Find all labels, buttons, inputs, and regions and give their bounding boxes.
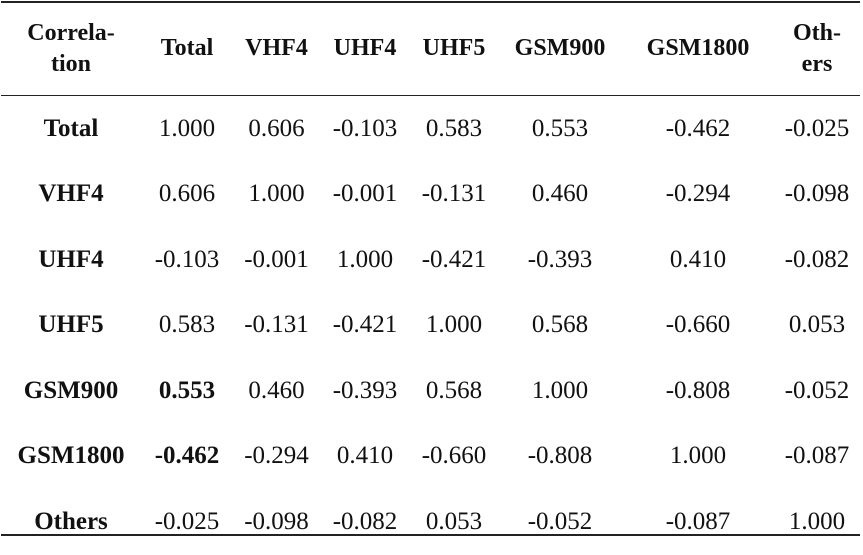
table-cell: 1.000 [425,311,483,339]
table-cell: -0.294 [244,442,309,470]
table-cell: -0.052 [527,507,593,535]
column-header: UHF5 [422,35,486,62]
table-cell: -0.294 [665,180,731,208]
table-cell: 0.053 [425,507,483,535]
table-header-row: Correla- tion Total VHF4 UHF4 UHF5 GSM90… [1,3,860,96]
table-cell: 0.460 [531,180,589,208]
table-cell: -0.462 [154,442,220,470]
table-cell: -0.393 [527,245,593,273]
table-cell: -0.103 [332,114,398,142]
table-cell: -0.660 [665,311,731,339]
table-cell: -0.001 [332,180,398,208]
table-cell: 1.000 [531,376,589,404]
column-header: GSM900 [514,35,606,62]
table-cell: 0.460 [248,376,305,404]
table-cell: 1.000 [336,245,394,273]
header-others-line2: ers [801,51,833,77]
column-header-others: Oth- ers [774,18,860,80]
table-cell: -0.098 [244,507,309,535]
table-cell: 1.000 [788,507,846,535]
table-cell: -0.087 [665,507,731,535]
table-cell: -0.421 [332,311,398,339]
table-cell: -0.025 [154,507,220,535]
table-cell: 0.053 [788,311,846,339]
table-row: GSM900 0.553 0.460 -0.393 0.568 1.000 -0.808 -0… [1,358,860,424]
header-corner-line1: Correla- [27,19,115,46]
row-label: UHF5 [38,311,104,339]
row-label: Others [34,507,108,535]
table-body: Total 1.000 0.606 -0.103 0.583 0.553 -0.462 -0.… [1,96,860,555]
table-cell: 0.553 [531,114,589,142]
table-cell: -0.052 [784,376,850,404]
table-row: Others -0.025 -0.098 -0.082 0.053 -0.052 -0.08… [1,489,860,555]
table-cell: 0.583 [425,114,483,142]
table-cell: -0.025 [784,114,850,142]
table-cell: 0.410 [336,442,394,470]
correlation-table: Correla- tion Total VHF4 UHF4 UHF5 GSM90… [1,1,860,536]
table-cell: -0.808 [665,376,731,404]
table-cell: -0.131 [244,311,309,339]
row-label: VHF4 [38,180,104,208]
column-header: GSM1800 [646,35,750,62]
table-cell: 0.568 [531,311,589,339]
table-cell: 0.606 [158,180,216,208]
table-cell: -0.462 [665,114,731,142]
table-row: Total 1.000 0.606 -0.103 0.583 0.553 -0.462 -0.… [1,96,860,162]
table-cell: 1.000 [669,442,727,470]
column-header: Total [160,35,214,62]
table-row: VHF4 0.606 1.000 -0.001 -0.131 0.460 -0.294 -0.… [1,162,860,228]
table-cell: -0.098 [784,180,850,208]
table-cell: -0.660 [421,442,487,470]
column-header: UHF4 [333,35,397,62]
header-corner-line2: tion [50,51,91,77]
table-cell: -0.082 [784,245,850,273]
table-cell: -0.103 [154,245,220,273]
row-label: GSM1800 [17,442,125,470]
table-cell: -0.001 [244,245,309,273]
table-cell: -0.808 [527,442,593,470]
table-cell: 0.410 [669,245,727,273]
table-row: UHF5 0.583 -0.131 -0.421 1.000 0.568 -0.660 0.0… [1,293,860,359]
header-others-line1: Oth- [793,19,841,46]
table-cell: -0.131 [421,180,487,208]
table-cell: -0.393 [332,376,398,404]
table-cell: 0.606 [248,114,305,142]
row-label: UHF4 [38,245,104,273]
header-corner: Correla- tion [1,18,141,80]
table-cell: 0.568 [425,376,483,404]
table-cell: 1.000 [248,180,305,208]
row-label: Total [43,114,99,142]
table-cell: -0.421 [421,245,487,273]
row-label: GSM900 [23,376,119,404]
table-row: UHF4 -0.103 -0.001 1.000 -0.421 -0.393 0.410 -0… [1,227,860,293]
table-cell: -0.082 [332,507,398,535]
table-cell: 1.000 [158,114,216,142]
table-cell: 0.553 [158,376,216,404]
table-cell: -0.087 [784,442,850,470]
column-header: VHF4 [245,35,308,62]
table-cell: 0.583 [158,311,216,339]
table-row: GSM1800 -0.462 -0.294 0.410 -0.660 -0.808 1.00… [1,424,860,490]
